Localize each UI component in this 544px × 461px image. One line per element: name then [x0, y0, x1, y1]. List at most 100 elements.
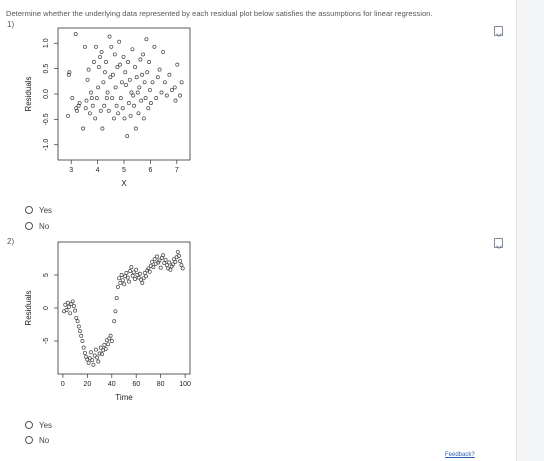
data-point	[180, 266, 185, 271]
bookmark-icon[interactable]	[494, 26, 503, 36]
data-point	[175, 249, 180, 254]
radio-button[interactable]	[25, 206, 33, 214]
plot-frame	[57, 241, 191, 375]
data-point	[119, 80, 124, 85]
data-point	[99, 49, 104, 54]
data-point	[146, 266, 151, 271]
data-point	[85, 77, 90, 82]
data-point	[128, 113, 133, 118]
data-point	[147, 269, 152, 274]
data-point	[84, 98, 89, 103]
data-point	[141, 52, 145, 57]
y-tick-label: -5	[43, 338, 50, 344]
data-point	[100, 352, 104, 357]
data-point	[67, 70, 72, 75]
data-point	[144, 274, 148, 279]
data-point	[117, 39, 122, 44]
y-axis-label: Residuals	[24, 76, 33, 111]
bookmark-icon[interactable]	[494, 238, 503, 248]
data-point	[121, 54, 126, 59]
data-point	[63, 302, 68, 307]
data-point	[126, 279, 131, 284]
option-yes-q1[interactable]: Yes	[25, 205, 52, 215]
option-no-q2[interactable]: No	[25, 435, 49, 445]
data-point	[90, 103, 95, 108]
data-point	[96, 359, 101, 364]
data-point	[90, 358, 95, 363]
data-point	[120, 106, 125, 111]
data-point	[76, 324, 81, 329]
data-point	[82, 44, 87, 49]
data-point	[167, 72, 172, 77]
radio-button[interactable]	[25, 436, 33, 444]
data-point	[119, 273, 124, 277]
data-point	[97, 351, 102, 356]
data-point	[141, 276, 146, 281]
question-panel: Determine whether the underlying data re…	[0, 0, 516, 461]
question-2-number: 2)	[7, 237, 15, 246]
data-point	[81, 126, 86, 131]
data-point	[73, 308, 78, 313]
data-point	[162, 80, 167, 85]
data-point	[142, 80, 147, 85]
data-point	[134, 75, 139, 80]
x-tick-label: 100	[179, 381, 191, 388]
data-point	[138, 57, 143, 62]
data-point	[156, 260, 161, 265]
data-point	[103, 346, 108, 351]
x-tick-label: 20	[83, 381, 91, 388]
x-tick-label: 40	[108, 381, 116, 388]
data-point	[146, 106, 151, 111]
data-point	[131, 270, 136, 275]
data-point	[70, 96, 75, 101]
data-point	[154, 96, 159, 101]
data-point	[144, 37, 149, 42]
data-point	[94, 96, 99, 101]
data-point	[157, 258, 162, 263]
data-point	[169, 264, 174, 269]
data-point	[122, 116, 127, 121]
radio-button[interactable]	[25, 222, 33, 230]
question-1-number: 1)	[7, 20, 15, 29]
x-tick-label: 0	[61, 381, 65, 388]
data-point	[106, 108, 111, 113]
data-point	[128, 269, 133, 273]
data-point	[133, 65, 138, 70]
data-point	[96, 65, 101, 70]
data-point	[93, 116, 98, 121]
option-no-q1[interactable]: No	[25, 221, 49, 231]
option-yes-q2[interactable]: Yes	[25, 420, 52, 430]
data-point	[133, 277, 137, 281]
data-point	[133, 126, 138, 131]
data-point	[168, 267, 173, 272]
y-tick-label: 0.0	[43, 89, 50, 99]
data-point	[81, 345, 86, 350]
x-tick-label: 80	[157, 381, 165, 388]
data-point	[141, 116, 146, 121]
data-point	[91, 362, 96, 367]
data-point	[93, 347, 98, 352]
radio-button[interactable]	[25, 421, 33, 429]
data-point	[164, 263, 169, 268]
data-point	[152, 44, 157, 49]
data-point	[155, 254, 159, 259]
data-point	[100, 126, 105, 131]
data-point	[94, 44, 98, 49]
data-point	[86, 360, 91, 365]
data-point	[108, 75, 113, 80]
data-point	[150, 259, 155, 264]
data-point	[150, 80, 155, 85]
data-point	[98, 345, 103, 350]
data-point	[83, 106, 88, 111]
data-point	[86, 67, 91, 72]
feedback-link[interactable]: Feedback?	[445, 452, 475, 458]
data-point	[114, 103, 119, 108]
data-point	[74, 315, 79, 320]
data-point	[126, 101, 131, 106]
data-point	[120, 278, 125, 283]
data-point	[64, 308, 69, 312]
y-tick-label: -0.5	[43, 113, 50, 125]
data-point	[118, 96, 123, 101]
data-point	[167, 260, 172, 265]
data-point	[163, 257, 168, 262]
